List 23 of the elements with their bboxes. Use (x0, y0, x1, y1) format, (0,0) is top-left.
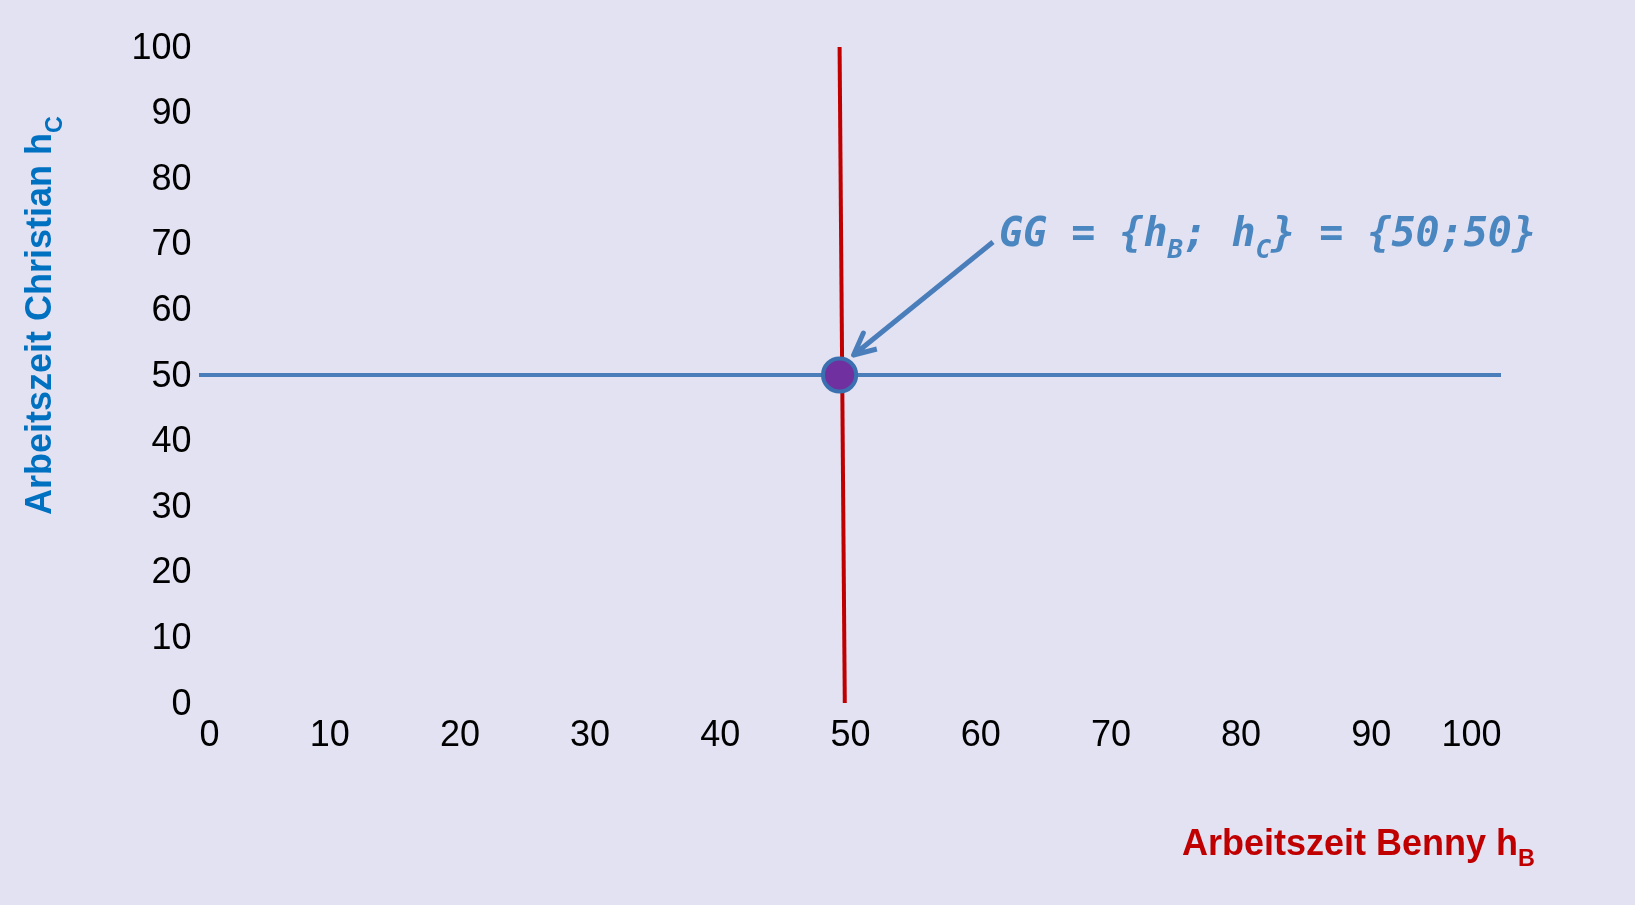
x-tick-label: 70 (1090, 712, 1131, 754)
x-tick-label: 100 (1441, 712, 1502, 754)
x-tick-label: 30 (570, 712, 611, 754)
x-tick-label: 10 (309, 712, 350, 754)
x-tick-label: 60 (960, 712, 1001, 754)
y-tick-label: 50 (151, 353, 192, 395)
y-tick-label: 40 (151, 419, 192, 461)
y-tick-label: 70 (151, 222, 192, 264)
y-tick-label: 80 (151, 156, 192, 198)
x-tick-label: 20 (439, 712, 480, 754)
x-tick-label: 40 (700, 712, 741, 754)
y-tick-label: 20 (151, 550, 192, 592)
x-tick-label: 50 (830, 712, 871, 754)
y-tick-label: 100 (131, 25, 192, 67)
y-tick-label: 60 (151, 287, 192, 329)
x-tick-label: 90 (1351, 712, 1392, 754)
y-tick-label: 30 (151, 484, 192, 526)
x-tick-label: 80 (1221, 712, 1262, 754)
y-tick-label: 0 (171, 681, 192, 723)
y-tick-label: 10 (151, 615, 192, 657)
y-tick-label: 90 (151, 91, 192, 133)
y-axis-title: Arbeitszeit Christian hC (18, 115, 67, 515)
x-tick-label: 0 (199, 712, 220, 754)
